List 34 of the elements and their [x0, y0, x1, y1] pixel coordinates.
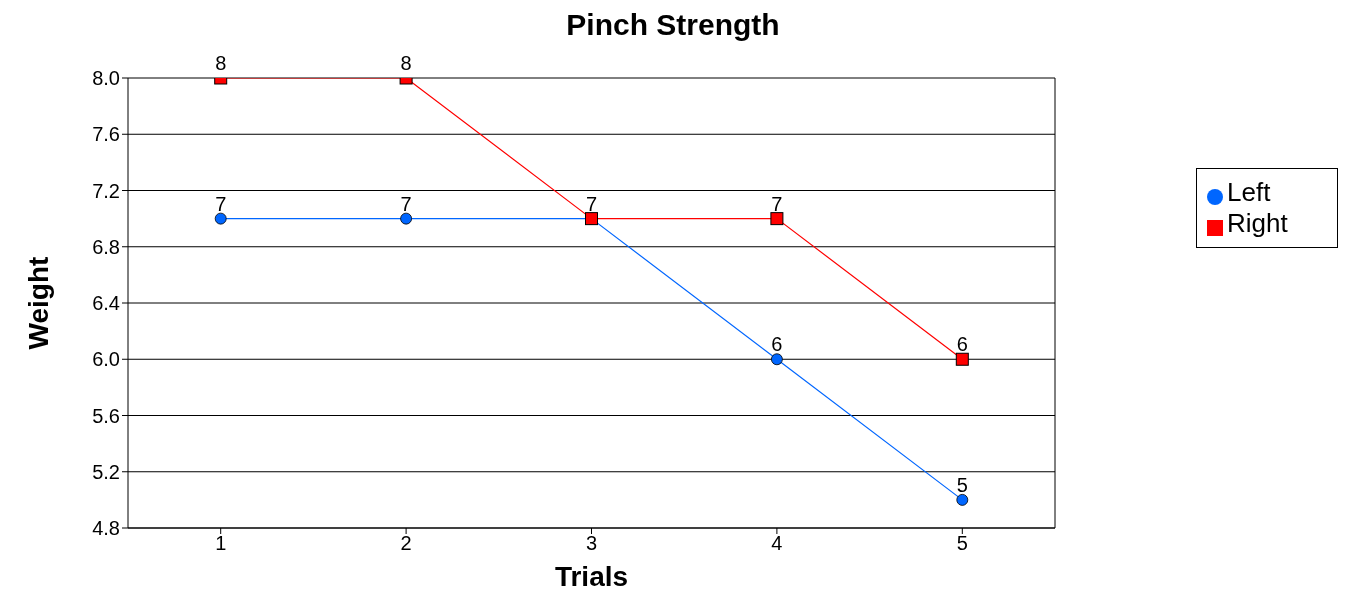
- y-tick-label: 6.8: [92, 235, 120, 258]
- point: [770, 212, 786, 227]
- data-label: 7: [585, 192, 598, 215]
- x-tick-label: 2: [400, 532, 412, 555]
- data-label: 7: [771, 192, 783, 215]
- y-tick-label: 7.6: [92, 123, 120, 146]
- x-tick-label: 4: [771, 532, 783, 555]
- y-tick-label: 7.2: [92, 179, 120, 202]
- y-tick-label: 4.8: [92, 517, 120, 540]
- x-axis-title: Trials: [554, 561, 629, 592]
- point: [214, 212, 227, 225]
- legend-label: Left: [1227, 177, 1271, 207]
- point: [956, 493, 969, 506]
- chart-title: Pinch Strength: [565, 8, 781, 43]
- x-tick-label: 5: [956, 532, 968, 555]
- y-tick-label: 5.6: [92, 404, 120, 427]
- point: [955, 352, 969, 366]
- data-label: 8: [400, 52, 412, 74]
- data-label: 6: [956, 333, 968, 356]
- legend-label: Right: [1227, 208, 1288, 238]
- y-tick-label: 8.0: [92, 67, 120, 90]
- y-tick-label: 6.4: [92, 292, 120, 315]
- y-tick-label: 6.0: [92, 348, 120, 371]
- data-label: 6: [771, 333, 783, 356]
- y-axis-title: Weight: [22, 256, 54, 350]
- x-tick-label: 1: [215, 532, 227, 555]
- y-tick-label: 5.2: [92, 460, 120, 483]
- data-label: 5: [956, 473, 968, 496]
- point: [771, 353, 783, 366]
- data-label: 7: [400, 192, 412, 215]
- data-label: 8: [215, 52, 227, 74]
- data-label: 7: [215, 192, 227, 215]
- x-tick-label: 3: [585, 532, 598, 555]
- point: [400, 212, 412, 225]
